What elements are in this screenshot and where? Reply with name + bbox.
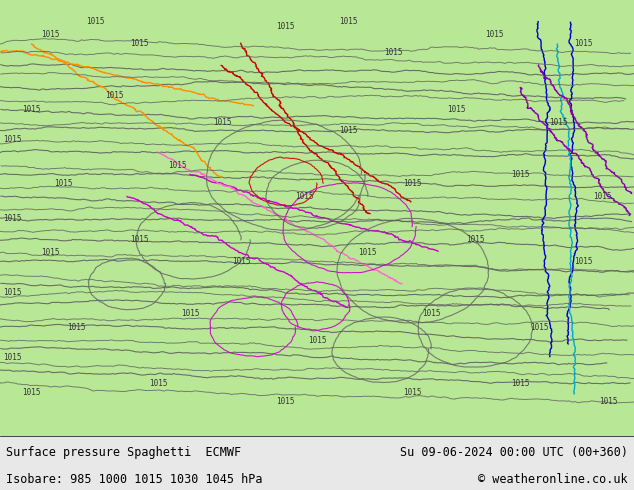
Text: Su 09-06-2024 00:00 UTC (00+360): Su 09-06-2024 00:00 UTC (00+360) xyxy=(399,446,628,459)
Text: 1015: 1015 xyxy=(529,322,548,332)
Text: 1015: 1015 xyxy=(339,126,358,135)
Text: 1015: 1015 xyxy=(3,288,22,296)
Text: 1015: 1015 xyxy=(41,30,60,39)
Text: 1015: 1015 xyxy=(22,104,41,114)
Text: 1015: 1015 xyxy=(41,248,60,257)
Text: 1015: 1015 xyxy=(3,214,22,222)
Text: 1015: 1015 xyxy=(447,104,466,114)
Text: 1015: 1015 xyxy=(422,310,441,318)
Text: 1015: 1015 xyxy=(593,192,612,201)
Text: 1015: 1015 xyxy=(22,388,41,397)
Text: Surface pressure Spaghetti  ECMWF: Surface pressure Spaghetti ECMWF xyxy=(6,446,242,459)
Text: 1015: 1015 xyxy=(403,388,422,397)
Text: 1015: 1015 xyxy=(466,235,485,245)
Text: 1015: 1015 xyxy=(130,39,149,48)
Text: 1015: 1015 xyxy=(599,397,618,406)
Text: 1015: 1015 xyxy=(510,170,529,179)
Text: 1015: 1015 xyxy=(86,17,105,26)
Text: © weatheronline.co.uk: © weatheronline.co.uk xyxy=(478,473,628,486)
Text: 1015: 1015 xyxy=(339,17,358,26)
Text: 1015: 1015 xyxy=(295,192,314,201)
Text: 1015: 1015 xyxy=(548,118,567,126)
Text: 1015: 1015 xyxy=(510,379,529,388)
Text: 1015: 1015 xyxy=(181,310,200,318)
Text: 1015: 1015 xyxy=(54,179,73,188)
Text: 1015: 1015 xyxy=(307,336,327,344)
Text: 1015: 1015 xyxy=(3,135,22,144)
Text: 1015: 1015 xyxy=(168,161,187,170)
Text: 1015: 1015 xyxy=(105,92,124,100)
Text: 1015: 1015 xyxy=(231,257,250,266)
Text: 1015: 1015 xyxy=(403,179,422,188)
Text: 1015: 1015 xyxy=(3,353,22,362)
Text: 1015: 1015 xyxy=(149,379,168,388)
Text: 1015: 1015 xyxy=(212,118,231,126)
Text: 1015: 1015 xyxy=(574,257,593,266)
Text: 1015: 1015 xyxy=(384,48,403,57)
Text: 1015: 1015 xyxy=(67,322,86,332)
Text: 1015: 1015 xyxy=(574,39,593,48)
Text: Isobare: 985 1000 1015 1030 1045 hPa: Isobare: 985 1000 1015 1030 1045 hPa xyxy=(6,473,263,486)
Text: 1015: 1015 xyxy=(276,22,295,31)
Text: 1015: 1015 xyxy=(276,397,295,406)
Text: 1015: 1015 xyxy=(485,30,504,39)
Text: 1015: 1015 xyxy=(130,235,149,245)
Text: 1015: 1015 xyxy=(358,248,377,257)
